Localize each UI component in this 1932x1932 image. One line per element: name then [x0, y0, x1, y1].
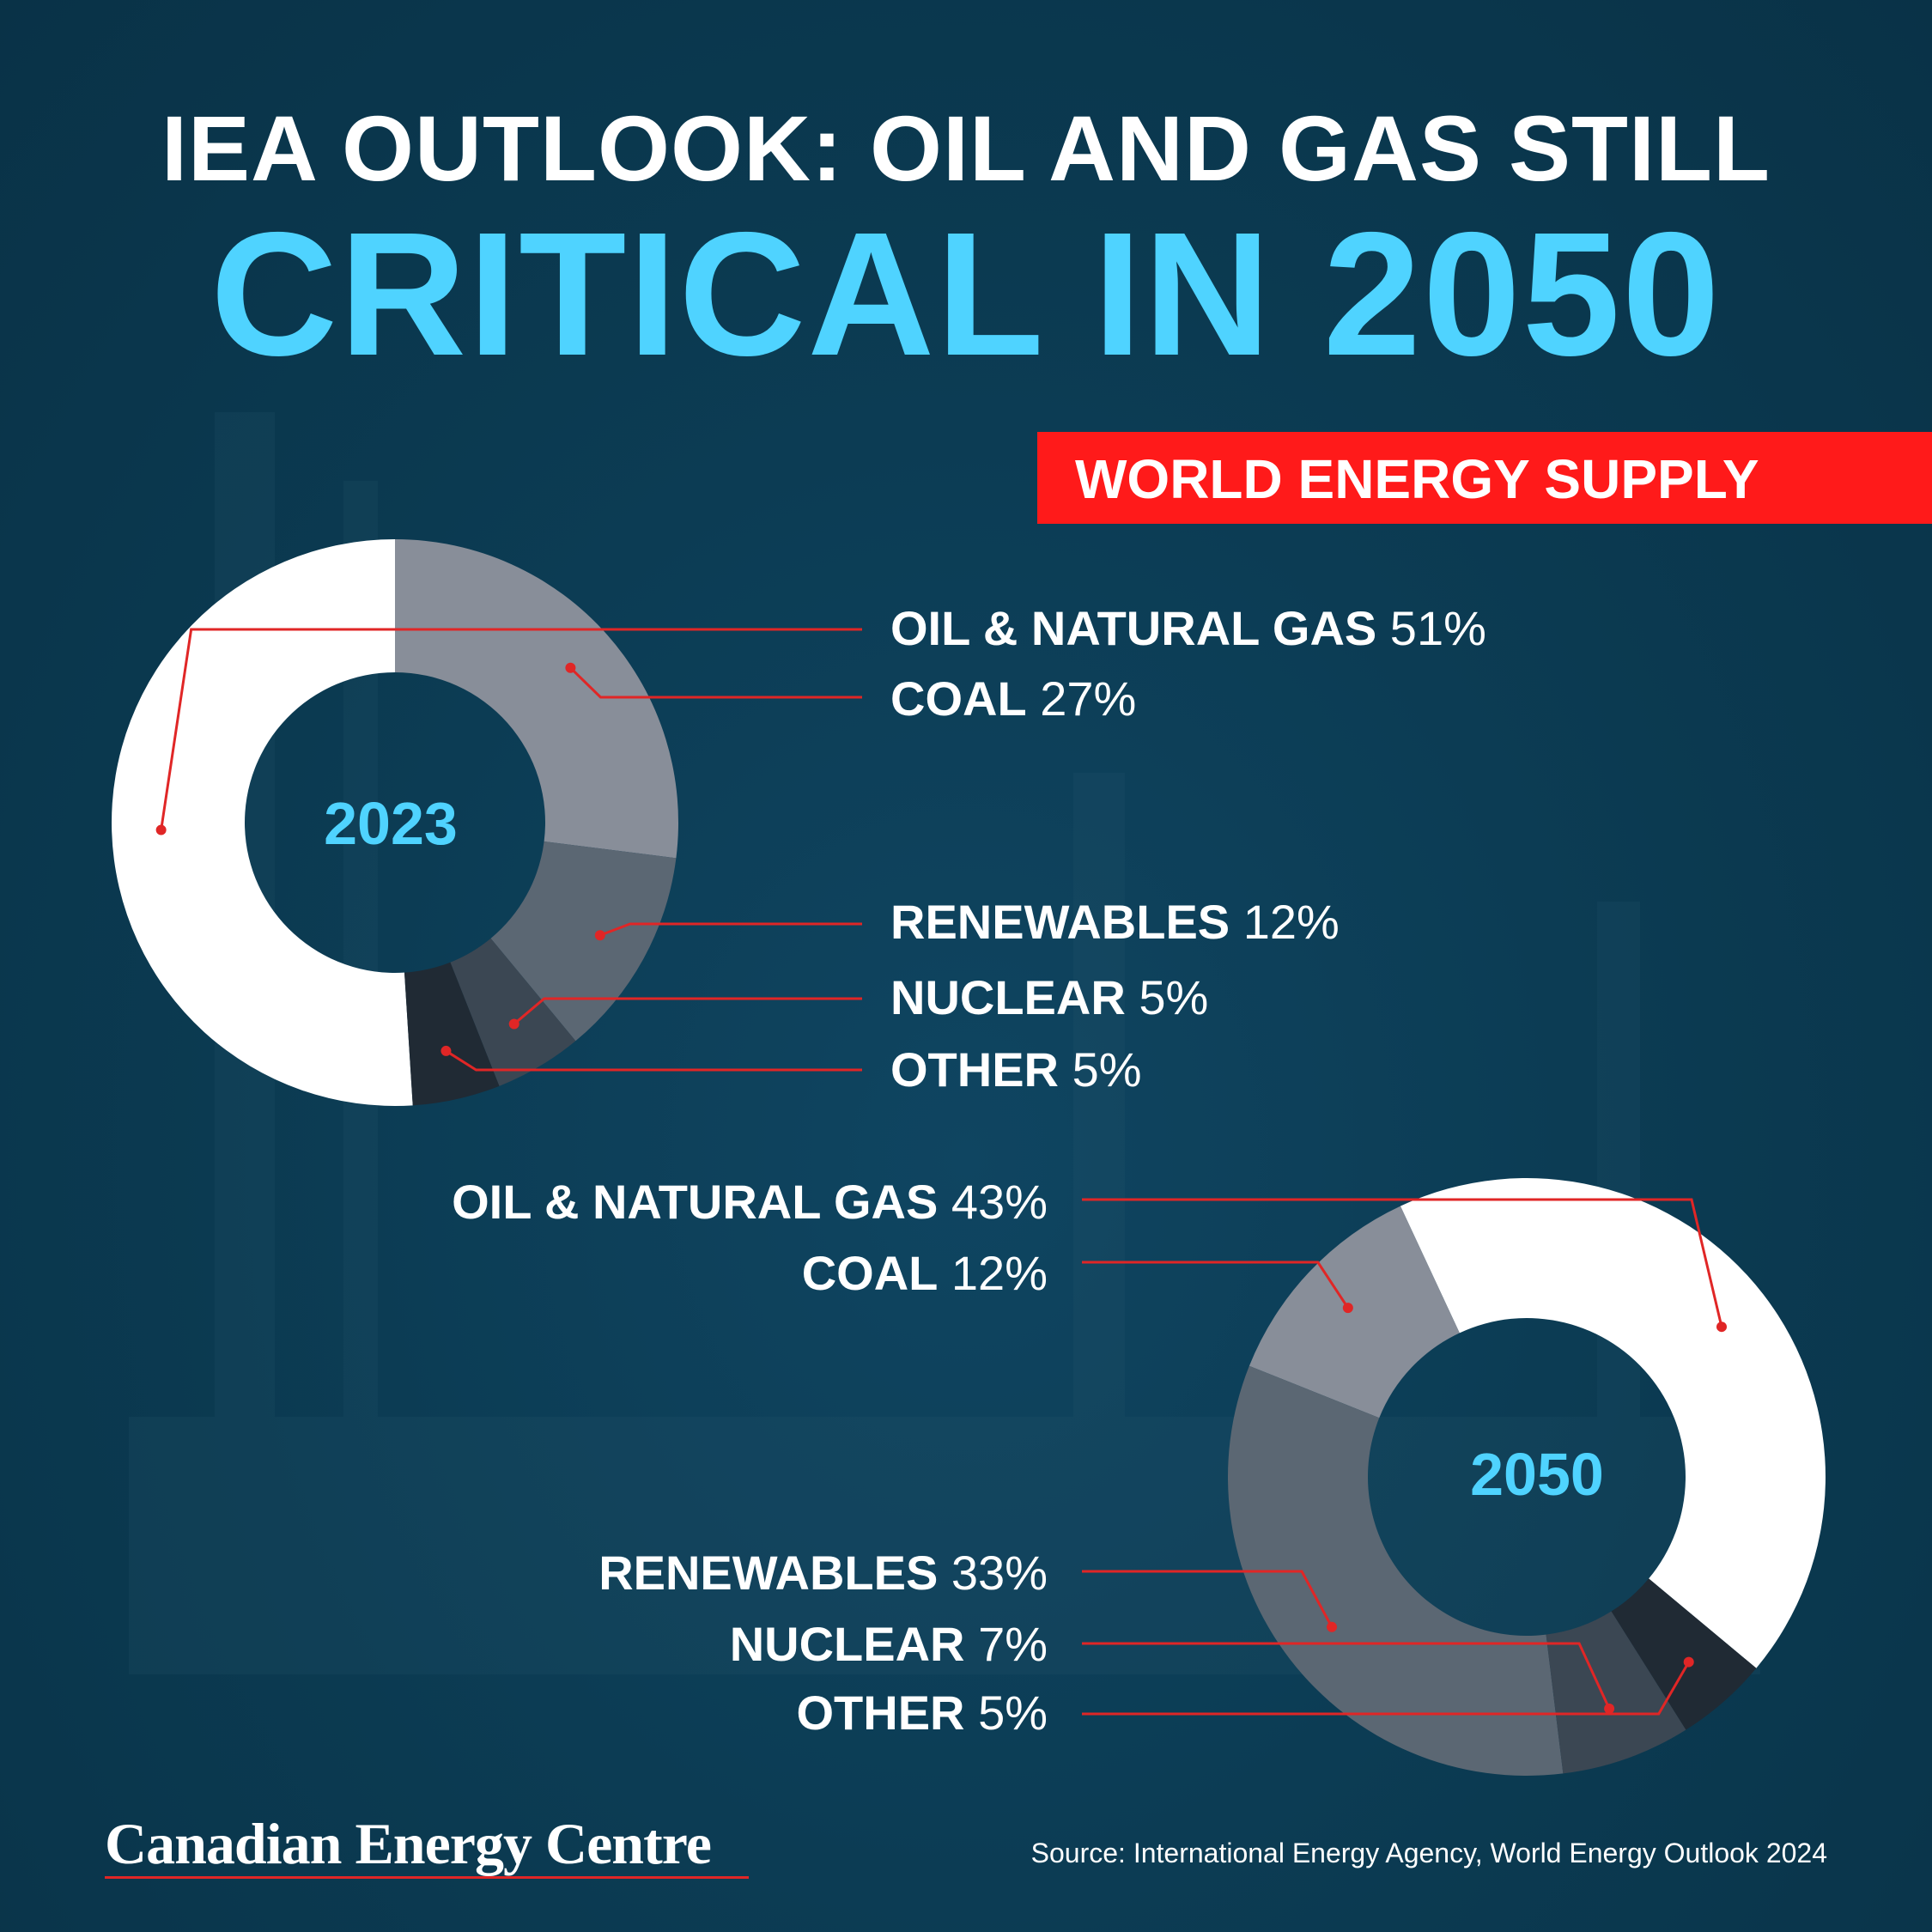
leader-line-2023-other — [445, 1049, 862, 1072]
label-2050-other: OTHER 5% — [796, 1686, 1048, 1740]
leader-dot-2050-coal — [1342, 1303, 1353, 1314]
brand-underline — [105, 1876, 749, 1879]
donut-2050-segment-renewables — [1228, 1365, 1564, 1776]
headline-line-2: CRITICAL IN 2050 — [210, 196, 1722, 392]
leader-dot-2050-oil-gas — [1716, 1321, 1727, 1333]
label-2023-renewables: RENEWABLES 12% — [890, 895, 1340, 949]
leader-line-2050-renewables — [1082, 1570, 1334, 1628]
label-2023-oil-gas: OIL & NATURAL GAS 51% — [890, 601, 1486, 655]
headline-line-1: IEA OUTLOOK: OIL AND GAS STILL — [161, 96, 1771, 200]
donut-2023-segment-renewables — [490, 841, 677, 1042]
label-2050-oil-gas: OIL & NATURAL GAS 43% — [452, 1175, 1048, 1229]
donut-2023-segment-nuclear — [450, 938, 576, 1086]
label-2050-nuclear: NUCLEAR 7% — [729, 1617, 1048, 1671]
donut-2050-segment-oil-gas — [1400, 1178, 1826, 1668]
leader-dot-2050-other — [1683, 1656, 1694, 1668]
leader-dot-2023-nuclear — [508, 1018, 519, 1030]
banner-text: WORLD ENERGY SUPPLY — [1075, 448, 1759, 510]
leader-line-2023-coal — [569, 666, 862, 699]
leader-line-2050-oil-gas — [1082, 1198, 1723, 1327]
leader-dot-2050-nuclear — [1604, 1703, 1615, 1714]
center-year-2050: 2050 — [1470, 1441, 1604, 1508]
label-2023-coal: COAL 27% — [890, 671, 1137, 726]
leader-dot-2050-renewables — [1327, 1621, 1338, 1632]
brand-logo: Canadian Energy Centre — [105, 1811, 712, 1876]
leader-dot-2023-coal — [565, 662, 576, 673]
label-2023-other: OTHER 5% — [890, 1042, 1142, 1097]
source-note: Source: International Energy Agency, Wor… — [1030, 1838, 1827, 1868]
label-2050-renewables: RENEWABLES 33% — [598, 1546, 1048, 1600]
donut-2023-segment-oil-gas — [111, 539, 413, 1107]
leader-line-2023-renewables — [599, 922, 862, 937]
donut-2050-segment-coal — [1249, 1206, 1460, 1419]
center-year-2023: 2023 — [324, 790, 458, 857]
label-2023-nuclear: NUCLEAR 5% — [890, 970, 1209, 1024]
leader-dot-2023-oil-gas — [155, 824, 167, 835]
leader-line-2050-nuclear — [1082, 1642, 1611, 1710]
leader-dot-2023-other — [440, 1045, 452, 1056]
leader-line-2023-nuclear — [513, 997, 862, 1025]
donut-2050-segment-nuclear — [1546, 1611, 1686, 1774]
label-2050-coal: COAL 12% — [801, 1246, 1048, 1300]
section-banner: WORLD ENERGY SUPPLY — [1037, 432, 1932, 524]
leader-line-2050-coal — [1082, 1261, 1350, 1309]
leader-dot-2023-renewables — [594, 930, 605, 941]
leader-line-2050-other — [1082, 1661, 1691, 1716]
donut-2050-segment-other — [1611, 1578, 1757, 1730]
leader-line-2023-oil-gas — [160, 628, 862, 830]
donut-2023-segment-coal — [395, 539, 678, 859]
